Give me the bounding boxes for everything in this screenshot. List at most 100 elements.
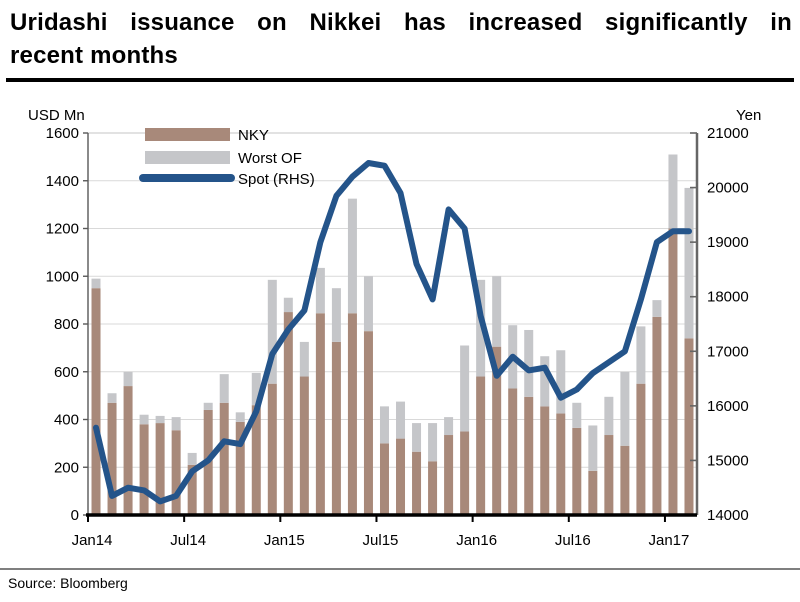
bar-worstof-Jul15 (379, 406, 389, 444)
bar-nky-Jul15 (379, 443, 389, 515)
bar-nky-Nov14 (251, 405, 261, 515)
title-divider (6, 78, 794, 82)
bar-nky-Nov15 (444, 435, 454, 515)
chart-generated-under (88, 132, 697, 515)
bar-worstof-Mar14 (123, 371, 133, 387)
x-tick-label: Jul15 (363, 532, 399, 549)
bar-worstof-Jan15 (283, 297, 293, 313)
right-tick-label: 14000 (707, 507, 749, 524)
bar-nky-Aug15 (396, 438, 406, 515)
bar-nky-Oct16 (620, 445, 630, 515)
bar-nky-May16 (540, 406, 550, 515)
bar-nky-Jan14 (91, 288, 101, 515)
bar-worstof-Dec14 (267, 279, 277, 384)
bar-nky-Apr14 (139, 424, 149, 515)
bar-nky-Jan16 (476, 376, 486, 515)
source-divider (0, 568, 800, 570)
bar-worstof-Aug15 (396, 401, 406, 439)
right-tick-label: 20000 (707, 180, 749, 197)
bar-nky-Oct15 (428, 461, 438, 515)
right-tick-label: 18000 (707, 289, 749, 306)
right-tick-label: 19000 (707, 234, 749, 251)
bar-worstof-Mar15 (315, 267, 325, 314)
right-axis-title: Yen (736, 107, 761, 124)
left-tick-label: 400 (54, 412, 79, 429)
x-tick-label: Jan16 (456, 532, 497, 549)
bar-worstof-Nov14 (251, 372, 261, 406)
bar-nky-Jul16 (572, 427, 582, 515)
bar-nky-Jun16 (556, 413, 566, 515)
bar-worstof-Aug16 (588, 425, 598, 471)
bar-worstof-Feb17 (684, 187, 694, 339)
chart-generated-over: 0 200 400 600 800 1000 1200 1400 1600 14000 15000 1… (46, 125, 749, 549)
x-tick-label: Jan17 (649, 532, 690, 549)
bar-worstof-Jul16 (572, 402, 582, 428)
left-tick-label: 1000 (46, 268, 79, 285)
bar-nky-Dec16 (652, 316, 662, 515)
bar-worstof-Oct14 (235, 412, 245, 422)
bar-nky-Feb15 (299, 376, 309, 515)
bar-nky-Nov16 (636, 383, 646, 515)
spot-line (93, 160, 692, 505)
x-tick-label: Jan15 (264, 532, 305, 549)
bar-nky-Feb14 (107, 402, 117, 515)
bar-worstof-Apr16 (524, 329, 534, 397)
legend-label-nky: NKY (238, 127, 269, 144)
bar-worstof-Jun16 (556, 350, 566, 414)
x-tick-label: Jul16 (555, 532, 591, 549)
bar-nky-Dec15 (460, 431, 470, 515)
bar-nky-Apr16 (524, 396, 534, 515)
bar-worstof-May14 (155, 415, 165, 424)
left-tick-label: 800 (54, 316, 79, 333)
page-title: Uridashi issuance on Nikkei has increase… (10, 6, 792, 72)
source-note: Source: Bloomberg (8, 575, 128, 591)
bar-worstof-May16 (540, 356, 550, 407)
legend: NKY Worst OF Spot (RHS) (139, 127, 315, 188)
bar-nky-Jan17 (668, 228, 678, 515)
bar-worstof-Jan16 (476, 279, 486, 377)
bar-worstof-Feb16 (492, 276, 502, 347)
bar-nky-Feb17 (684, 338, 694, 515)
left-tick-label: 1600 (46, 125, 79, 142)
bar-worstof-Apr15 (331, 288, 341, 342)
bar-nky-May15 (347, 313, 357, 515)
bar-nky-Sep16 (604, 435, 614, 515)
page-title-line1: Uridashi issuance on Nikkei has increase… (10, 9, 792, 36)
legend-swatch-worst-of (145, 151, 230, 164)
chart-svg: USD Mn Yen 0 200 400 600 800 1000 1200 1400 1600… (28, 107, 761, 549)
left-axis-title: USD Mn (28, 107, 85, 124)
legend-label-spot: Spot (RHS) (238, 171, 315, 188)
bar-worstof-Jun14 (171, 417, 181, 431)
bar-nky-Jun15 (363, 331, 373, 515)
bar-worstof-Jun15 (363, 276, 373, 332)
bar-worstof-Oct16 (620, 371, 630, 446)
chart-area: USD Mn Yen 0 200 400 600 800 1000 1200 1400 1600… (0, 90, 800, 560)
bar-worstof-Nov15 (444, 417, 454, 436)
bar-nky-Apr15 (331, 341, 341, 515)
bar-nky-May14 (155, 423, 165, 515)
bar-worstof-Dec15 (460, 345, 470, 432)
bar-nky-Mar16 (508, 388, 518, 515)
bar-worstof-Sep15 (412, 423, 422, 452)
right-tick-label: 17000 (707, 343, 749, 360)
bar-nky-Sep15 (412, 451, 422, 515)
bar-worstof-Jan14 (91, 278, 101, 289)
bar-nky-Mar14 (123, 386, 133, 515)
right-tick-label: 21000 (707, 125, 749, 142)
bar-nky-Jun14 (171, 430, 181, 515)
x-tick-label: Jul14 (170, 532, 206, 549)
bar-worstof-Jan17 (668, 154, 678, 229)
bar-nky-Dec14 (267, 383, 277, 515)
bar-nky-Jan15 (283, 312, 293, 515)
bar-worstof-Sep16 (604, 396, 614, 436)
left-tick-label: 0 (71, 507, 79, 524)
bar-worstof-May15 (347, 198, 357, 314)
bar-nky-Sep14 (219, 402, 229, 515)
bar-nky-Mar15 (315, 313, 325, 515)
bar-worstof-Dec16 (652, 300, 662, 317)
x-tick-label: Jan14 (72, 532, 113, 549)
bar-worstof-Sep14 (219, 374, 229, 403)
bar-nky-Feb16 (492, 346, 502, 515)
legend-swatch-nky (145, 128, 230, 141)
